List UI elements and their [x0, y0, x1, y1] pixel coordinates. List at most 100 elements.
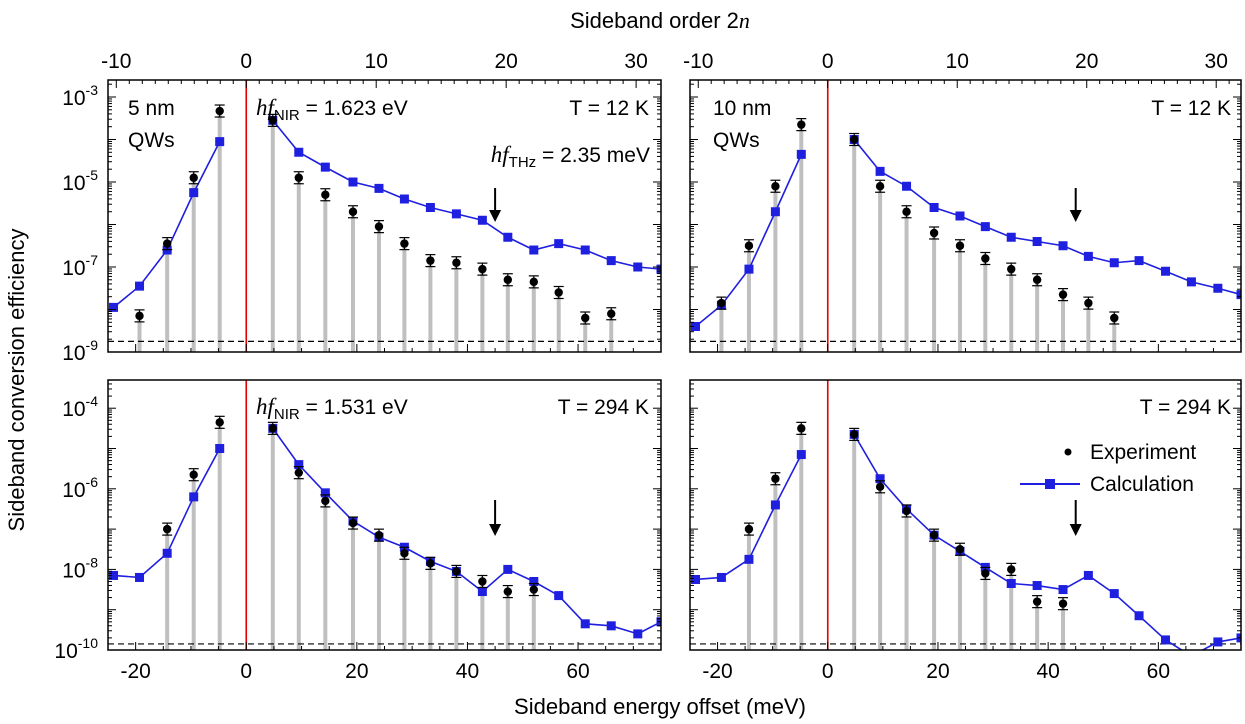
x-tick-label: -20 [702, 660, 732, 683]
highlight-arrow-head [489, 210, 502, 222]
top-tick-label: 20 [494, 50, 517, 73]
experiment-point [503, 275, 513, 284]
panel-bottom-right: -20 0 20 40 60 [689, 379, 1242, 683]
calculation-point [744, 554, 754, 564]
experiment-point [1058, 599, 1068, 608]
calculation-point [770, 500, 780, 510]
legend-experiment-label: Experiment [1090, 441, 1196, 464]
nir-energy-label: hfNIR = 1.531 eV [256, 394, 408, 423]
calculation-point [580, 245, 590, 255]
calculation-point [955, 211, 965, 221]
calculation-point [109, 570, 119, 580]
top-tick-label: -10 [683, 50, 713, 73]
experiment-point [268, 424, 277, 433]
x-tick-label: 0 [240, 660, 252, 683]
calculation-point [1213, 283, 1223, 293]
experiment-point [294, 468, 303, 477]
well-type-label: QWs [713, 129, 760, 152]
experiment-point [902, 506, 911, 516]
experiment-point [400, 549, 409, 558]
experiment-point [452, 258, 461, 267]
experiment-point [955, 545, 965, 554]
calculation-point [320, 162, 330, 172]
calculation-point [606, 621, 616, 631]
experiment-point [1058, 290, 1068, 299]
calculation-point [1006, 232, 1016, 242]
y-tick-label-base: 10 [62, 479, 85, 502]
y-tick-label-exponent: -3 [86, 82, 99, 98]
y-tick-label: 10-6 [62, 474, 98, 502]
experiment-point [607, 309, 616, 318]
experiment-point [268, 116, 277, 125]
calculation-point [1213, 637, 1223, 647]
y-tick-label-exponent: -4 [86, 393, 99, 409]
y-tick-label-base: 10 [62, 398, 85, 421]
calculation-point [320, 488, 330, 498]
legend: Experiment Calculation [1020, 441, 1196, 496]
top-tick-label: 30 [1205, 50, 1228, 73]
calculation-point [1032, 237, 1042, 246]
calculation-point [875, 474, 885, 484]
y-tick-label-exponent: -8 [86, 554, 99, 570]
calculation-point [1058, 585, 1068, 595]
x-tick-label: 0 [822, 660, 834, 683]
y-tick-label: 10-8 [62, 554, 98, 582]
calculation-line [853, 433, 1241, 650]
calculation-point [606, 256, 616, 266]
y-tick-label-base: 10 [62, 342, 85, 365]
top-axis-label: Sideband order 2n [570, 8, 750, 33]
calculation-point [529, 245, 539, 255]
calculation-point [503, 232, 513, 242]
experiment-point [529, 585, 539, 594]
experiment-point [771, 182, 780, 191]
calculation-point [633, 262, 643, 272]
y-tick-label-exponent: -5 [86, 167, 99, 183]
plot-area [690, 80, 1241, 352]
experiment-point [1084, 298, 1093, 308]
calculation-point [215, 137, 225, 147]
calculation-point [554, 591, 564, 601]
y-tick-label-exponent: -7 [86, 252, 99, 268]
annotations: 5 nm QWs hfNIR = 1.623 eV T = 12 K hfTHz… [128, 95, 1231, 423]
calculation-point [1109, 589, 1119, 599]
calculation-point [1083, 251, 1093, 261]
calculation-point [135, 572, 145, 582]
calculation-line [272, 119, 661, 270]
experiment-point [162, 239, 172, 248]
calculation-point [691, 322, 701, 331]
plot-frame [107, 379, 662, 651]
y-tick-label: 10-3 [62, 82, 98, 110]
calculation-point [109, 302, 119, 312]
top-tick-label: -10 [101, 50, 131, 73]
experiment-point [981, 254, 990, 263]
experiment-point [849, 430, 859, 439]
experiment-point [321, 190, 330, 199]
y-tick-label: 10-10 [54, 635, 98, 663]
calculation-point [189, 188, 199, 198]
calculation-point [929, 203, 939, 212]
experiment-point [797, 120, 806, 129]
calculation-point [980, 222, 990, 232]
temperature-label: T = 12 K [569, 97, 649, 120]
experiment-point [294, 173, 303, 182]
experiment-point [348, 518, 358, 528]
top-tick-label: 0 [822, 50, 834, 73]
x-tick-label: 20 [926, 660, 949, 683]
y-tick-label-base: 10 [54, 640, 77, 663]
panel-top-left: 10-910-710-510-3-10 0 10 20 30 [62, 50, 662, 365]
top-tick-label: 30 [624, 50, 647, 73]
calculation-point [425, 203, 435, 212]
experiment-point [1007, 264, 1016, 274]
thz-energy-label: hfTHz = 2.35 meV [491, 142, 650, 171]
plot-area [690, 380, 1241, 650]
legend-calculation-marker [1045, 479, 1055, 489]
experiment-point [581, 313, 590, 323]
calculation-point [162, 548, 172, 558]
experiment-point [426, 559, 435, 568]
x-tick-label: 20 [345, 660, 368, 683]
top-tick-label: 0 [240, 50, 252, 73]
calculation-point [399, 194, 409, 204]
calculation-point [477, 587, 487, 597]
y-tick-label-base: 10 [62, 172, 85, 195]
plot-frame [107, 79, 662, 353]
